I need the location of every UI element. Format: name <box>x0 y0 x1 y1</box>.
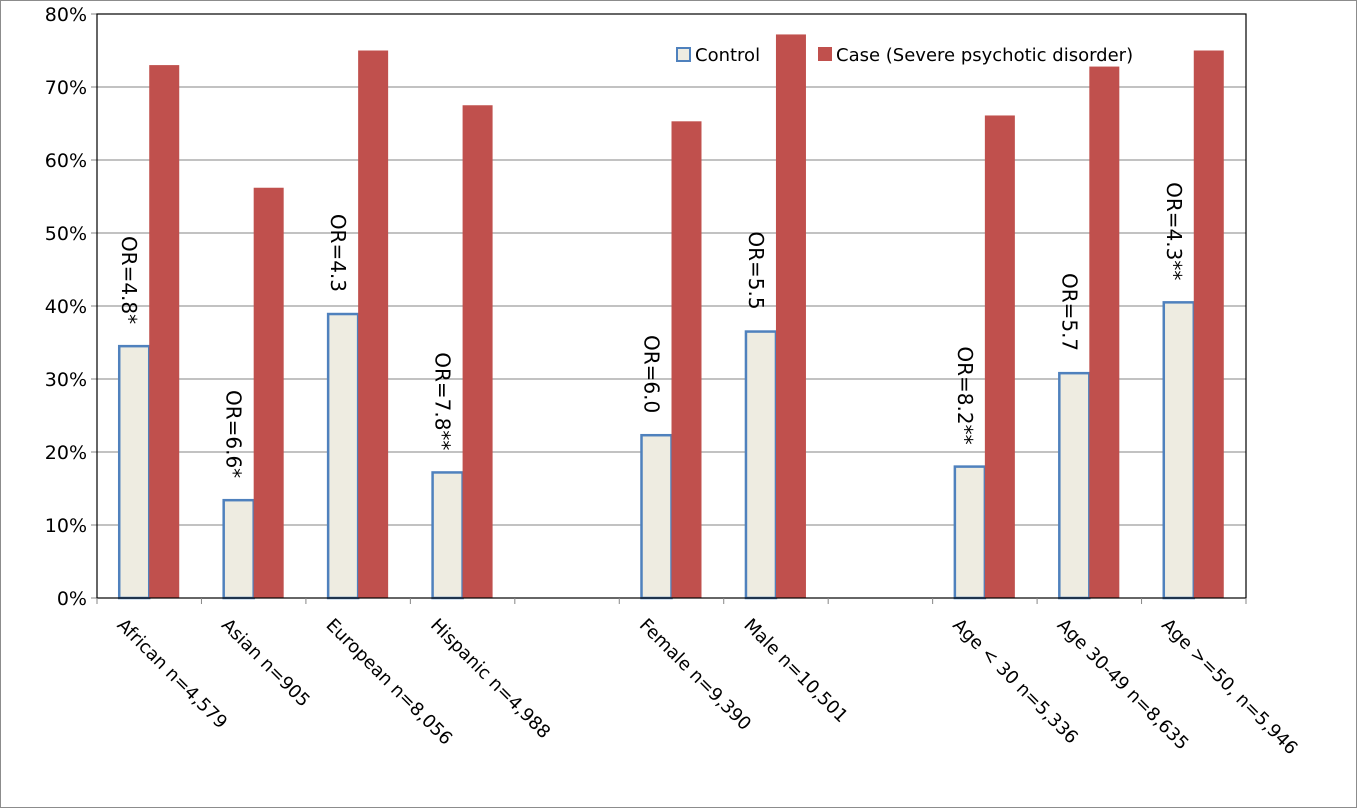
bar-control <box>1162 301 1196 600</box>
y-tick-label: 20% <box>45 442 87 464</box>
odds-ratio-label: OR=6.0 <box>640 335 664 413</box>
category-label: African n=4,579 <box>113 615 231 733</box>
odds-ratio-label: OR=4.8* <box>117 236 141 324</box>
y-tick-label: 30% <box>45 369 87 391</box>
y-tick-label: 80% <box>45 4 87 26</box>
bar-case <box>358 50 389 598</box>
odds-ratio-label: OR=6.6* <box>222 390 246 478</box>
bar-control <box>744 330 778 600</box>
bar-case <box>775 34 806 598</box>
category-label: Female n=9,390 <box>635 615 755 735</box>
bar-case <box>253 187 284 599</box>
y-tick-label: 0% <box>57 588 87 610</box>
bar-case <box>1089 66 1120 598</box>
bar-case <box>1193 50 1224 598</box>
category-label: Asian n=905 <box>217 615 314 712</box>
bar-case <box>984 115 1015 598</box>
bar-control <box>117 344 151 600</box>
legend-swatch-control <box>676 47 691 62</box>
bar-case <box>149 65 180 599</box>
legend: Control Case (Severe psychotic disorder) <box>676 45 1133 66</box>
odds-ratio-label: OR=8.2** <box>953 346 977 444</box>
bar-control <box>1058 371 1091 600</box>
legend-swatch-case <box>818 47 832 61</box>
bar-control <box>640 433 673 600</box>
legend-label-control: Control <box>695 45 760 66</box>
odds-ratio-label: OR=4.3 <box>326 214 350 292</box>
bar-control <box>953 465 987 600</box>
category-label: Male n=10,501 <box>739 615 851 727</box>
bar-case <box>671 121 702 598</box>
odds-ratio-label: OR=5.5 <box>744 231 768 309</box>
bar-control <box>326 312 360 600</box>
y-tick-label: 50% <box>45 223 87 245</box>
y-tick-label: 10% <box>45 515 87 537</box>
legend-label-case: Case (Severe psychotic disorder) <box>836 45 1133 66</box>
odds-ratio-label: OR=5.7 <box>1057 273 1081 351</box>
axes <box>91 13 1247 604</box>
y-tick-label: 40% <box>45 296 87 318</box>
plot-area-border <box>96 13 1247 599</box>
bar-case <box>462 105 493 598</box>
odds-ratio-label: OR=7.8** <box>431 352 455 450</box>
y-tick-label: 70% <box>45 77 87 99</box>
bar-control <box>431 471 464 600</box>
bar-control <box>222 498 255 600</box>
y-tick-label: 60% <box>45 150 87 172</box>
odds-ratio-label: OR=4.3** <box>1162 182 1186 280</box>
bars <box>117 34 1224 600</box>
